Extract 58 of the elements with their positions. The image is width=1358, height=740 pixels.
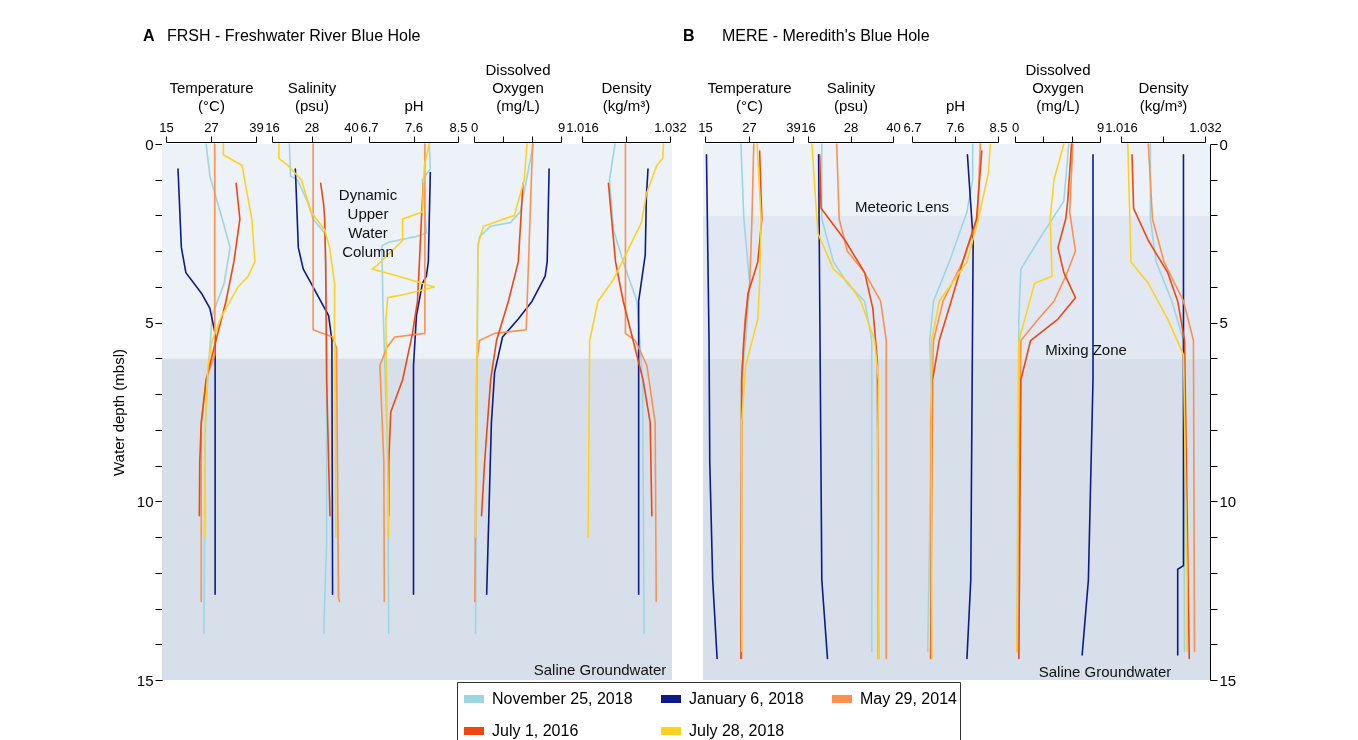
x-tick-label: 9 (1096, 119, 1105, 135)
annotation: Dynamic Upper Water Column (338, 186, 398, 260)
x-tick-label: 27 (742, 119, 757, 135)
x-tick-label: 6.7 (903, 119, 922, 135)
x-tick-label: 28 (304, 119, 320, 135)
x-tick-label: 39 (249, 119, 264, 135)
x-tick-label: 6.7 (360, 119, 379, 135)
x-tick-label: 7.6 (404, 119, 424, 135)
chart-title: A (143, 27, 155, 44)
x-tick-label: 15 (159, 119, 174, 135)
x-tick-label: 27 (204, 119, 219, 135)
x-axis-title: pH (404, 96, 424, 114)
y-tick-label: 0 (145, 135, 154, 153)
y-tick-label: 15 (1219, 671, 1237, 689)
legend-label: January 6, 2018 (689, 690, 804, 707)
y-axis-title: Water depth (mbsl) (109, 349, 127, 476)
x-axis-title: Temperature (°C) (169, 78, 254, 114)
y-tick-label: 15 (136, 671, 154, 689)
annotation: Saline Groundwater (533, 661, 667, 678)
x-tick-label: 7.6 (946, 119, 965, 135)
legend-label: November 25, 2018 (492, 690, 633, 707)
annotation: Meteoric Lens (854, 198, 950, 215)
x-axis-title: Salinity (psu) (826, 78, 876, 114)
x-axis-title: Dissolved Oxygen (mg/L) (1025, 60, 1091, 114)
annotation: Saline Groundwater (1038, 663, 1172, 680)
x-axis-title: Temperature (°C) (707, 78, 792, 114)
text: FRSH - Freshwater River Blue Hole (167, 27, 421, 44)
x-tick-label: 0 (470, 119, 479, 135)
x-tick-label: 15 (698, 119, 713, 135)
y-tick-label: 5 (145, 314, 154, 332)
x-tick-label: 40 (344, 119, 359, 135)
x-tick-label: 28 (843, 119, 859, 135)
x-tick-label: 1.016 (1105, 119, 1138, 135)
x-tick-label: 1.016 (566, 119, 599, 135)
y-tick-label: 10 (136, 492, 154, 510)
x-axis-title: Dissolved Oxygen (mg/L) (485, 60, 551, 114)
x-axis-title: pH (945, 96, 966, 114)
text: MERE - Meredith's Blue Hole (722, 27, 930, 44)
x-tick-label: 39 (786, 119, 801, 135)
x-tick-label: 1.032 (1189, 119, 1222, 135)
y-tick-label: 0 (1219, 135, 1228, 153)
chart-title: B (683, 27, 695, 44)
legend-label: July 1, 2016 (492, 722, 579, 739)
x-tick-label: 0 (1011, 119, 1020, 135)
x-tick-label: 16 (801, 119, 816, 135)
x-axis-title: Salinity (psu) (287, 78, 337, 114)
legend-label: May 29, 2014 (860, 690, 958, 707)
legend-label: July 28, 2018 (689, 722, 785, 739)
x-axis-title: Density (kg/m³) (1138, 78, 1189, 114)
x-tick-label: 1.032 (654, 119, 687, 135)
x-tick-label: 8.5 (449, 119, 468, 135)
y-tick-label: 5 (1219, 314, 1228, 332)
y-tick-label: 10 (1219, 492, 1237, 510)
x-tick-label: 40 (886, 119, 901, 135)
x-tick-label: 16 (265, 119, 280, 135)
x-axis-title: Density (kg/m³) (601, 78, 652, 114)
x-tick-label: 9 (557, 119, 566, 135)
x-tick-label: 8.5 (989, 119, 1008, 135)
